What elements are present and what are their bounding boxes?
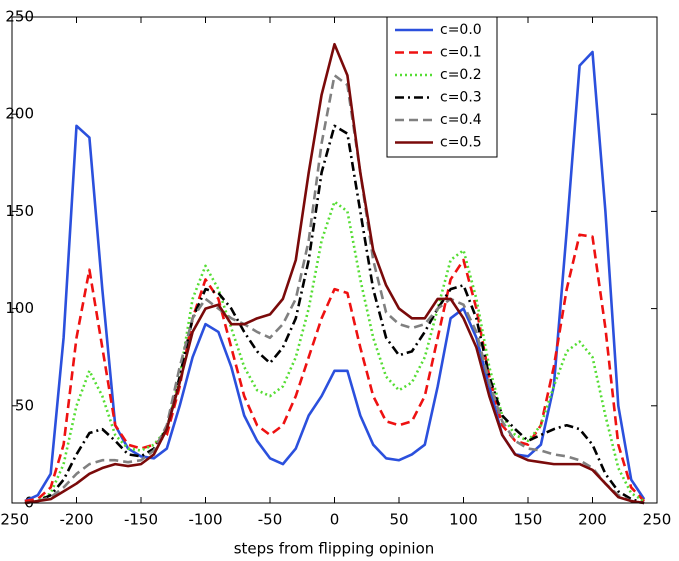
x-tick-label: 200 [578,511,607,529]
series-line [24,200,645,505]
legend-label: c=0.0 [440,22,482,38]
series-line [24,42,645,505]
legend-label: c=0.5 [440,135,482,151]
legend-label: c=0.2 [440,67,482,83]
series-line [24,124,645,505]
x-tick-label: 0 [330,511,340,529]
x-tick-label: -150 [124,511,158,529]
x-tick-label: 50 [389,511,408,529]
legend-label: c=0.3 [440,90,482,106]
x-tick-label: 250 [643,511,672,529]
x-tick-label: -250 [0,511,29,529]
legend-label: c=0.4 [440,112,482,128]
x-tick-label: 150 [514,511,543,529]
x-tick-label: -100 [188,511,222,529]
axes-box [11,16,658,504]
x-axis-label: steps from flipping opinion [234,540,435,558]
y-tick-label: 100 [5,299,34,317]
y-tick-label: 50 [15,396,34,414]
y-tick-label: 150 [5,202,34,220]
y-tick-label: 200 [5,105,34,123]
x-tick-label: -50 [258,511,283,529]
legend-label: c=0.1 [440,45,482,61]
plot-area [12,17,657,503]
series-line [24,74,645,505]
x-tick-label: -200 [59,511,93,529]
legend-box [386,16,498,158]
x-tick-label: 100 [449,511,478,529]
